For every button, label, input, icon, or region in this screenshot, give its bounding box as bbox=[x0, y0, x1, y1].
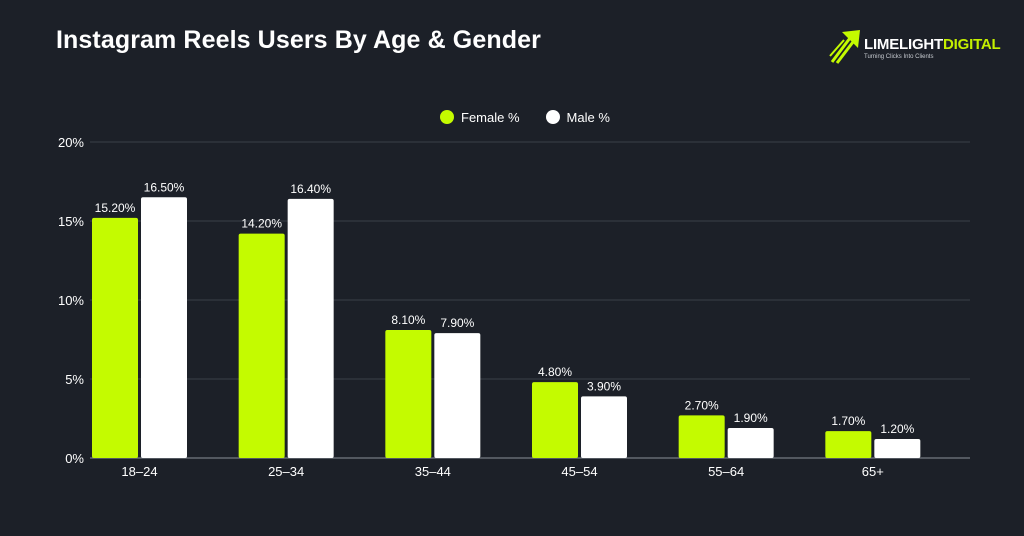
y-tick-label: 0% bbox=[65, 451, 84, 466]
data-label: 15.20% bbox=[95, 201, 136, 215]
brand-name-part2: DIGITAL bbox=[943, 36, 1001, 53]
chart-title: Instagram Reels Users By Age & Gender bbox=[56, 26, 541, 54]
brand-name: LIMELIGHTDIGITAL bbox=[864, 36, 1001, 53]
brand-logo: LIMELIGHTDIGITAL Turning Clicks Into Cli… bbox=[828, 28, 1001, 68]
bar-female bbox=[385, 330, 432, 458]
data-label: 14.20% bbox=[241, 217, 282, 231]
brand-tagline: Turning Clicks Into Clients bbox=[864, 54, 934, 60]
legend-swatch-female bbox=[440, 110, 454, 124]
data-label: 1.20% bbox=[880, 422, 914, 436]
bar-male bbox=[434, 333, 481, 458]
data-label: 16.40% bbox=[290, 182, 331, 196]
bar-female bbox=[92, 217, 138, 458]
data-label: 1.70% bbox=[831, 414, 865, 428]
legend-item-male: Male % bbox=[545, 109, 610, 125]
legend-item-female: Female % bbox=[440, 110, 520, 125]
legend-swatch-male bbox=[545, 110, 560, 124]
data-label: 8.10% bbox=[391, 313, 425, 327]
chart-legend: Female % Male % bbox=[440, 107, 636, 127]
bar-female bbox=[238, 233, 285, 458]
data-label: 1.90% bbox=[734, 411, 768, 425]
x-tick-label: 35–44 bbox=[415, 464, 451, 479]
data-label: 7.90% bbox=[440, 316, 474, 330]
data-label: 4.80% bbox=[538, 365, 572, 379]
y-tick-label: 15% bbox=[58, 214, 84, 229]
y-tick-label: 10% bbox=[58, 293, 84, 308]
bar-male bbox=[727, 427, 774, 458]
bar-male bbox=[874, 439, 921, 458]
bar-male bbox=[287, 198, 334, 458]
x-tick-label: 45–54 bbox=[561, 464, 597, 479]
y-tick-label: 20% bbox=[58, 135, 84, 150]
brand-name-part1: LIMELIGHT bbox=[864, 36, 944, 53]
data-label: 3.90% bbox=[587, 379, 621, 393]
bar-male bbox=[581, 396, 627, 458]
bar-female bbox=[678, 415, 725, 458]
data-label: 2.70% bbox=[685, 398, 719, 412]
rocket-arrow-icon bbox=[829, 30, 860, 64]
data-label: 16.50% bbox=[144, 180, 185, 194]
x-tick-label: 55–64 bbox=[708, 464, 744, 479]
bar-female bbox=[532, 382, 578, 458]
x-tick-label: 18–24 bbox=[121, 464, 157, 479]
legend-label-female: Female % bbox=[461, 109, 520, 125]
legend-label-male: Male % bbox=[566, 109, 610, 125]
x-tick-label: 25–34 bbox=[268, 464, 304, 479]
x-tick-label: 65+ bbox=[862, 464, 884, 479]
y-tick-label: 5% bbox=[65, 372, 84, 387]
bar-female bbox=[825, 431, 872, 458]
bar-male bbox=[141, 197, 187, 459]
